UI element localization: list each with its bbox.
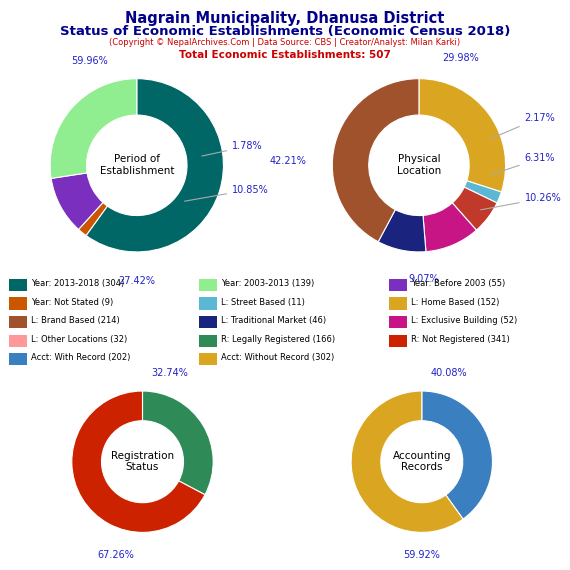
- Text: 59.92%: 59.92%: [404, 550, 440, 560]
- Text: Acct: With Record (202): Acct: With Record (202): [31, 353, 131, 363]
- Text: L: Home Based (152): L: Home Based (152): [412, 298, 500, 307]
- Bar: [198, 353, 217, 365]
- Text: 59.96%: 59.96%: [71, 56, 108, 66]
- Wedge shape: [464, 181, 502, 203]
- Wedge shape: [351, 391, 463, 532]
- Text: 9.07%: 9.07%: [408, 274, 438, 284]
- Text: 10.85%: 10.85%: [185, 185, 269, 201]
- Wedge shape: [142, 391, 213, 495]
- Text: Period of
Establishment: Period of Establishment: [100, 154, 174, 176]
- Text: Accounting
Records: Accounting Records: [393, 451, 451, 473]
- Text: 1.78%: 1.78%: [202, 141, 263, 156]
- Bar: [9, 316, 27, 328]
- Text: Year: Before 2003 (55): Year: Before 2003 (55): [412, 279, 506, 288]
- Bar: [389, 316, 407, 328]
- Text: Acct: Without Record (302): Acct: Without Record (302): [221, 353, 335, 363]
- Text: Year: 2003-2013 (139): Year: 2003-2013 (139): [221, 279, 315, 288]
- Wedge shape: [51, 173, 103, 230]
- Bar: [198, 298, 217, 310]
- Text: L: Other Locations (32): L: Other Locations (32): [31, 335, 128, 344]
- Wedge shape: [86, 79, 223, 252]
- Bar: [389, 279, 407, 291]
- Wedge shape: [452, 187, 497, 230]
- Text: 6.31%: 6.31%: [491, 153, 555, 175]
- Text: Physical
Location: Physical Location: [397, 154, 441, 176]
- Text: Year: 2013-2018 (304): Year: 2013-2018 (304): [31, 279, 125, 288]
- Wedge shape: [423, 203, 477, 252]
- Text: Nagrain Municipality, Dhanusa District: Nagrain Municipality, Dhanusa District: [125, 11, 445, 26]
- Bar: [198, 335, 217, 347]
- Wedge shape: [50, 79, 137, 178]
- Bar: [9, 353, 27, 365]
- Bar: [389, 298, 407, 310]
- Text: 2.17%: 2.17%: [492, 113, 555, 138]
- Bar: [9, 298, 27, 310]
- Bar: [9, 335, 27, 347]
- Bar: [198, 279, 217, 291]
- Text: R: Not Registered (341): R: Not Registered (341): [412, 335, 510, 344]
- Text: 42.21%: 42.21%: [270, 156, 306, 166]
- Wedge shape: [72, 391, 205, 532]
- Wedge shape: [419, 79, 506, 192]
- Bar: [9, 279, 27, 291]
- Text: L: Street Based (11): L: Street Based (11): [221, 298, 305, 307]
- Wedge shape: [332, 79, 419, 242]
- Text: L: Traditional Market (46): L: Traditional Market (46): [221, 316, 327, 325]
- Wedge shape: [422, 391, 492, 519]
- Text: 10.26%: 10.26%: [481, 193, 561, 210]
- Text: 27.42%: 27.42%: [119, 276, 155, 286]
- Text: (Copyright © NepalArchives.Com | Data Source: CBS | Creator/Analyst: Milan Karki: (Copyright © NepalArchives.Com | Data So…: [109, 38, 461, 47]
- Text: 32.74%: 32.74%: [151, 368, 188, 378]
- Text: Status of Economic Establishments (Economic Census 2018): Status of Economic Establishments (Econo…: [60, 25, 510, 38]
- Text: Year: Not Stated (9): Year: Not Stated (9): [31, 298, 113, 307]
- Bar: [389, 335, 407, 347]
- Text: L: Exclusive Building (52): L: Exclusive Building (52): [412, 316, 518, 325]
- Text: Registration
Status: Registration Status: [111, 451, 174, 473]
- Text: 29.98%: 29.98%: [442, 53, 479, 63]
- Text: 67.26%: 67.26%: [97, 550, 134, 560]
- Wedge shape: [378, 210, 426, 252]
- Text: R: Legally Registered (166): R: Legally Registered (166): [221, 335, 336, 344]
- Text: L: Brand Based (214): L: Brand Based (214): [31, 316, 120, 325]
- Wedge shape: [79, 202, 107, 235]
- Bar: [198, 316, 217, 328]
- Text: Total Economic Establishments: 507: Total Economic Establishments: 507: [179, 50, 391, 60]
- Text: 40.08%: 40.08%: [430, 368, 467, 378]
